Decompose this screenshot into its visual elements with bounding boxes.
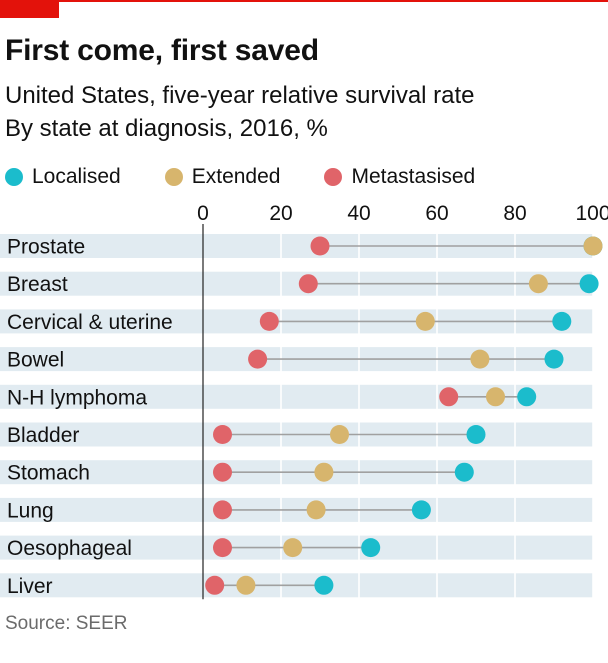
legend: Localised Extended Metastasised: [5, 162, 519, 192]
dot-extended: [470, 349, 490, 369]
source-note: Source: SEER: [5, 613, 128, 634]
category-label: N-H lymphoma: [7, 386, 147, 409]
legend-item-localised: Localised: [5, 165, 121, 189]
dot-metastasised: [205, 575, 225, 595]
category-label: Liver: [7, 575, 53, 598]
category-label: Prostate: [7, 236, 85, 259]
dot-localised: [411, 500, 431, 520]
dot-metastasised: [248, 349, 268, 369]
dot-metastasised: [213, 500, 232, 520]
chart-subtitle-line-2: By state at diagnosis, 2016, %: [5, 115, 328, 142]
dot-metastasised: [213, 462, 232, 482]
dot-localised: [544, 349, 564, 369]
dot-extended: [330, 425, 349, 444]
dot-extended: [314, 462, 334, 482]
category-label: Lung: [7, 499, 54, 522]
dot-extended: [306, 500, 326, 520]
x-tick-label: 80: [503, 202, 526, 225]
dot-extended: [583, 236, 603, 256]
legend-item-extended: Extended: [164, 165, 281, 189]
red-tab-logo: [0, 0, 59, 18]
dot-plot-chart: 0 20 40 60 80 100 Prostate Breast Cervical & ute…: [0, 202, 608, 600]
dot-extended: [415, 311, 435, 331]
x-tick-label: 0: [197, 202, 209, 225]
dot-metastasised: [213, 538, 232, 558]
category-label: Oesophageal: [7, 537, 132, 560]
dot-metastasised: [310, 236, 330, 256]
chart-title: First come, first saved: [5, 34, 319, 67]
dot-localised: [552, 311, 572, 331]
x-tick-label: 100: [575, 202, 608, 225]
category-label: Breast: [7, 273, 68, 296]
chart-subtitle-line-1: United States, five-year relative surviv…: [5, 82, 475, 109]
x-tick-label: 40: [347, 202, 370, 225]
dot-localised: [579, 274, 599, 294]
dot-metastasised: [298, 274, 318, 294]
dot-extended: [486, 387, 505, 407]
category-label: Bladder: [7, 424, 79, 447]
dot-extended: [236, 575, 256, 595]
legend-dot-extended: [164, 168, 183, 186]
category-label: Stomach: [7, 462, 90, 485]
dot-localised: [361, 538, 381, 558]
legend-label-localised: Localised: [32, 165, 121, 188]
dot-extended: [528, 274, 548, 294]
top-accent-rule: [0, 0, 608, 2]
dot-metastasised: [259, 311, 279, 331]
dot-localised: [466, 425, 486, 444]
legend-label-extended: Extended: [191, 165, 281, 188]
legend-dot-localised: [5, 168, 23, 186]
x-tick-label: 60: [425, 202, 448, 225]
category-label: Bowel: [7, 349, 64, 372]
legend-item-metastasised: Metastasised: [324, 165, 475, 189]
dot-extended: [283, 538, 303, 558]
dot-localised: [517, 387, 537, 407]
x-tick-label: 20: [269, 202, 292, 225]
legend-label-metastasised: Metastasised: [351, 165, 476, 188]
category-label: Cervical & uterine: [7, 311, 173, 334]
legend-dot-metastasised: [324, 168, 343, 186]
dot-metastasised: [439, 387, 459, 407]
dot-localised: [314, 575, 334, 595]
dot-localised: [454, 462, 474, 482]
dot-metastasised: [213, 425, 232, 444]
